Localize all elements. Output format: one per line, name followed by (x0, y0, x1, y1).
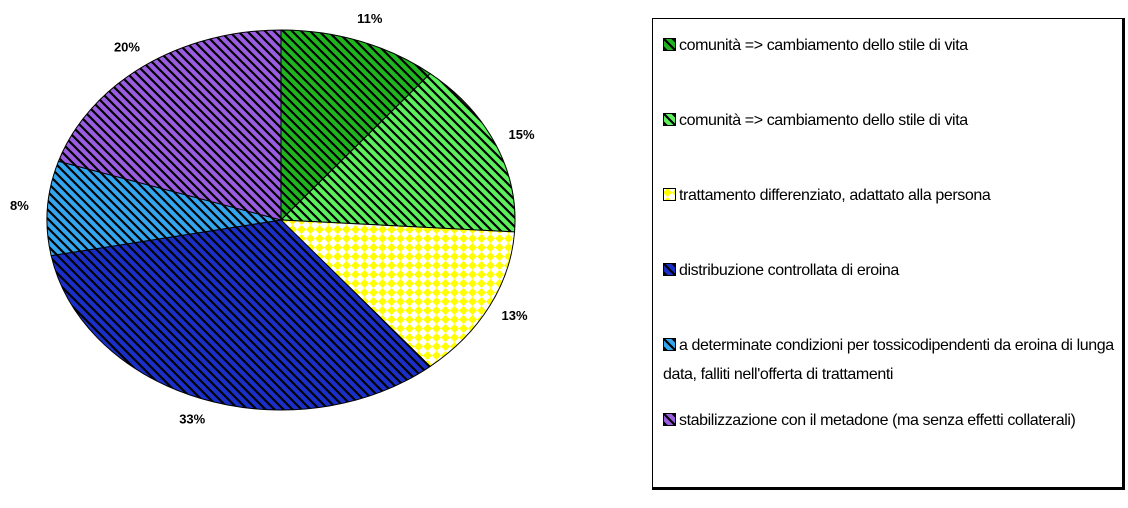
pie-slice (50, 219, 431, 411)
pie-slice (279, 219, 516, 368)
data-label: 20% (114, 39, 140, 54)
legend: comunità => cambiamento dello stile di v… (652, 18, 1125, 490)
data-label: 11% (357, 11, 383, 26)
pie-slice (279, 72, 516, 233)
legend-label: comunità => cambiamento dello stile di v… (679, 37, 968, 54)
legend-swatch (663, 263, 676, 276)
legend-label: stabilizzazione con il metadone (ma senz… (679, 412, 1076, 429)
pie-slice (57, 29, 282, 221)
legend-label: trattamento differenziato, adattato alla… (679, 187, 991, 204)
data-label: 33% (179, 412, 205, 427)
legend-entry: comunità => cambiamento dello stile di v… (663, 106, 1123, 135)
legend-label: comunità => cambiamento dello stile di v… (679, 112, 968, 129)
data-label: 15% (509, 127, 535, 142)
legend-swatch (663, 338, 676, 351)
data-label: 13% (501, 308, 527, 323)
legend-entry: trattamento differenziato, adattato alla… (663, 181, 1123, 210)
legend-label: distribuzione controllata di eroina (679, 262, 899, 279)
legend-swatch (663, 188, 676, 201)
legend-label: a determinate condizioni per tossicodipe… (663, 337, 1114, 383)
legend-swatch (663, 413, 676, 426)
pie-slice (46, 160, 282, 257)
legend-entry: comunità => cambiamento dello stile di v… (663, 31, 1123, 60)
data-label: 8% (10, 198, 29, 213)
legend-entry: stabilizzazione con il metadone (ma senz… (663, 406, 1123, 435)
legend-entry: distribuzione controllata di eroina (663, 256, 1123, 285)
legend-swatch (663, 38, 676, 51)
pie-chart: 11% 15% 13% 33% 8% 20% (10, 11, 535, 427)
pie-slice (280, 29, 431, 222)
legend-swatch (663, 113, 676, 126)
legend-entry: a determinate condizioni per tossicodipe… (663, 331, 1123, 389)
